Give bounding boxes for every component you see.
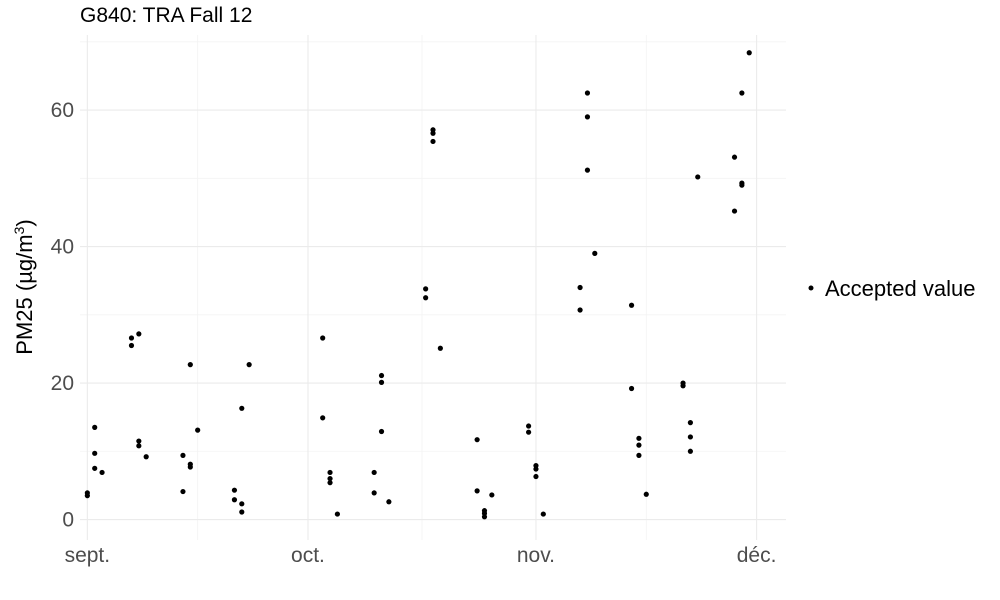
data-point [731, 154, 738, 160]
data-point [746, 50, 752, 56]
data-point [371, 490, 377, 496]
data-point [231, 497, 238, 503]
data-point [628, 385, 635, 392]
data-point [592, 250, 598, 256]
x-tick-label: nov. [517, 544, 555, 567]
data-point [687, 420, 693, 426]
legend-key-accepted-value [808, 285, 814, 291]
legend: Accepted value [808, 276, 975, 301]
y-tick-label: 40 [51, 236, 74, 259]
data-point [577, 307, 583, 313]
data-point [526, 423, 532, 429]
data-point [636, 452, 642, 458]
data-point [128, 335, 135, 341]
y-tick-label: 60 [51, 99, 74, 122]
data-point [628, 302, 635, 308]
data-point [533, 466, 539, 472]
data-point [584, 167, 591, 173]
data-point [378, 372, 385, 379]
data-point [481, 514, 488, 520]
data-point [246, 362, 252, 368]
data-point [187, 461, 193, 467]
data-point [231, 487, 238, 493]
data-point [239, 509, 245, 515]
y-tick-label: 20 [51, 372, 74, 395]
data-point [327, 480, 333, 486]
x-tick-label: sept. [65, 544, 111, 567]
data-point [423, 286, 429, 292]
data-point [371, 469, 377, 476]
x-tick-label: déc. [737, 544, 777, 567]
data-point [128, 342, 135, 349]
data-point [327, 475, 333, 482]
data-point [99, 469, 105, 476]
data-point [584, 114, 591, 120]
y-axis-label-suffix: ) [12, 219, 37, 226]
data-point [636, 435, 642, 441]
data-point [143, 454, 149, 460]
data-point [378, 379, 385, 385]
data-point [540, 511, 546, 517]
data-point [526, 429, 532, 435]
data-point [739, 182, 745, 188]
legend-label-accepted-value: Accepted value [825, 276, 975, 301]
data-point [739, 90, 745, 96]
data-point [136, 438, 142, 444]
data-point [489, 492, 495, 498]
data-point [577, 284, 583, 291]
data-point [687, 448, 693, 454]
y-axis-label-superscript: 3 [11, 226, 27, 234]
x-tick-label: oct. [291, 544, 325, 567]
data-point [334, 511, 340, 517]
data-point [92, 465, 98, 471]
data-point [430, 138, 436, 145]
data-point [320, 335, 326, 341]
y-tick-labels: 0 20 40 60 [51, 99, 74, 531]
data-point [327, 469, 333, 476]
data-point [180, 488, 186, 495]
data-point [695, 174, 701, 180]
y-axis-label-unit: µg/m [12, 234, 37, 283]
data-point [92, 450, 98, 456]
data-points [84, 50, 752, 520]
data-point [584, 90, 591, 96]
data-point [187, 362, 193, 368]
data-point [180, 452, 186, 458]
y-tick-label: 0 [62, 509, 74, 532]
data-point [239, 405, 245, 411]
data-point [136, 443, 142, 449]
x-tick-labels: sept. oct. nov. déc. [65, 544, 777, 567]
data-point [320, 415, 326, 421]
data-point [84, 490, 90, 496]
data-point [386, 499, 392, 505]
data-point [474, 437, 480, 443]
data-point [423, 295, 429, 301]
data-point [680, 380, 686, 386]
data-point [474, 488, 480, 494]
y-axis-label-prefix: PM25 ( [12, 283, 37, 355]
data-point [378, 428, 385, 435]
chart-title: G840: TRA Fall 12 [80, 4, 252, 27]
grid [80, 35, 786, 540]
data-point [430, 130, 436, 136]
data-point [136, 331, 142, 337]
y-axis-label: PM25 (µg/m3) [11, 219, 37, 354]
data-point [195, 427, 201, 433]
data-point [92, 424, 98, 430]
data-point [533, 473, 539, 480]
data-point [636, 442, 642, 448]
data-point [437, 345, 443, 351]
data-point [687, 434, 693, 440]
data-point [643, 491, 649, 497]
data-point [239, 501, 245, 507]
data-point [731, 208, 738, 214]
